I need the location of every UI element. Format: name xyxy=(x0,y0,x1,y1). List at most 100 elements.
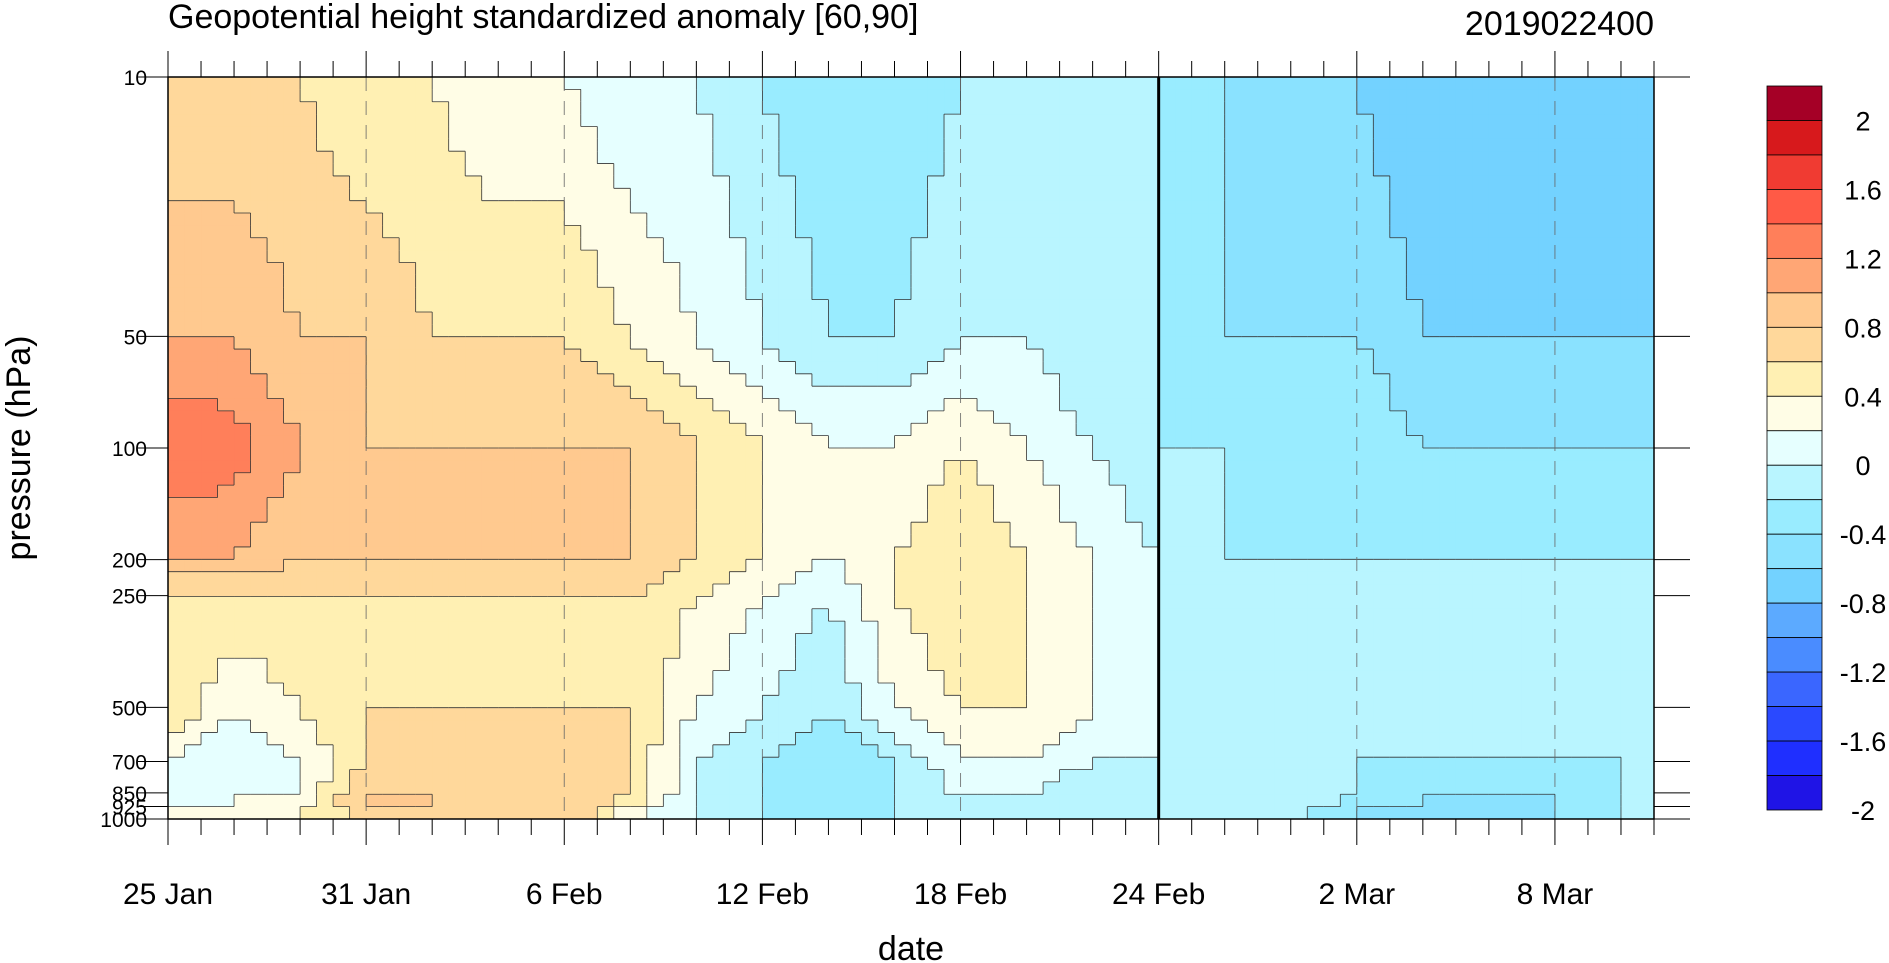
field-cell xyxy=(448,794,466,808)
field-cell xyxy=(531,126,549,140)
field-cell xyxy=(201,448,219,461)
field-cell xyxy=(349,213,367,226)
field-cell xyxy=(944,126,962,140)
field-cell xyxy=(1257,584,1275,597)
field-cell xyxy=(1026,175,1044,189)
field-cell xyxy=(778,361,797,375)
field-cell xyxy=(399,311,417,325)
field-cell xyxy=(1389,101,1407,115)
field-cell xyxy=(1010,361,1028,375)
field-cell xyxy=(1092,707,1110,721)
field-cell xyxy=(234,571,252,585)
field-cell xyxy=(399,781,417,795)
field-cell xyxy=(1191,472,1209,486)
field-cell xyxy=(795,670,813,684)
field-cell xyxy=(960,175,978,189)
field-cell xyxy=(1274,175,1292,189)
field-cell xyxy=(1059,682,1077,696)
field-cell xyxy=(366,571,384,585)
field-cell xyxy=(234,645,252,659)
field-cell xyxy=(201,287,219,301)
field-cell xyxy=(613,460,631,474)
field-cell xyxy=(250,213,268,226)
field-cell xyxy=(1142,670,1160,684)
field-cell xyxy=(597,645,615,659)
field-cell xyxy=(663,262,681,276)
field-cell xyxy=(333,460,351,474)
field-cell xyxy=(663,349,681,363)
field-cell xyxy=(1505,386,1523,400)
field-cell xyxy=(927,324,945,338)
field-cell xyxy=(762,633,780,647)
field-cell xyxy=(1191,77,1209,90)
field-cell xyxy=(498,262,516,276)
field-cell xyxy=(811,744,830,758)
field-cell xyxy=(778,274,797,288)
field-cell xyxy=(663,485,681,499)
field-cell xyxy=(877,386,896,400)
field-cell xyxy=(184,89,202,103)
field-cell xyxy=(481,274,499,288)
field-cell xyxy=(1076,423,1094,437)
field-cell xyxy=(481,596,499,610)
field-cell xyxy=(630,126,648,140)
field-cell xyxy=(613,534,631,548)
field-cell xyxy=(1290,287,1308,301)
field-cell xyxy=(580,423,598,437)
field-cell xyxy=(1158,645,1176,659)
field-cell xyxy=(1323,175,1341,189)
field-cell xyxy=(927,707,945,721)
field-cell xyxy=(1158,151,1176,165)
field-cell xyxy=(1257,386,1275,400)
field-cell xyxy=(861,200,879,214)
field-cell xyxy=(415,633,433,647)
field-cell xyxy=(1422,769,1440,783)
field-cell xyxy=(1257,448,1275,461)
field-cell xyxy=(1208,213,1226,226)
field-cell xyxy=(696,361,714,375)
field-cell xyxy=(877,596,896,610)
field-cell xyxy=(366,200,384,214)
field-cell xyxy=(663,188,681,202)
field-cell xyxy=(432,794,450,808)
field-cell xyxy=(1175,621,1193,635)
field-cell xyxy=(547,633,565,647)
field-cell xyxy=(762,262,780,276)
field-cell xyxy=(828,670,846,684)
field-cell xyxy=(927,794,945,808)
field-cell xyxy=(877,695,896,709)
field-cell xyxy=(811,460,830,474)
field-cell xyxy=(1488,237,1506,251)
field-cell xyxy=(1472,472,1490,486)
field-cell xyxy=(1010,349,1028,363)
field-cell xyxy=(1323,695,1341,709)
field-cell xyxy=(1043,645,1061,659)
field-cell xyxy=(1092,645,1110,659)
field-cell xyxy=(1125,608,1143,622)
field-cell xyxy=(993,720,1011,734)
field-cell xyxy=(465,262,483,276)
field-cell xyxy=(250,497,268,511)
field-cell xyxy=(1389,435,1407,449)
field-cell xyxy=(1340,311,1358,325)
field-cell xyxy=(201,534,219,548)
field-cell xyxy=(679,794,697,808)
field-cell xyxy=(1472,584,1490,597)
field-cell xyxy=(729,596,747,610)
field-cell xyxy=(399,497,417,511)
field-cell xyxy=(399,410,417,424)
field-cell xyxy=(1241,200,1259,214)
field-cell xyxy=(432,658,450,672)
field-cell xyxy=(894,200,912,214)
field-cell xyxy=(1142,274,1160,288)
field-cell xyxy=(267,757,285,771)
field-cell xyxy=(481,472,499,486)
field-cell xyxy=(201,114,219,128)
field-cell xyxy=(547,89,565,103)
field-cell xyxy=(168,77,186,90)
field-cell xyxy=(1439,126,1457,140)
field-cell xyxy=(514,287,532,301)
field-cell xyxy=(1208,188,1226,202)
field-cell xyxy=(1142,497,1160,511)
field-cell xyxy=(877,707,896,721)
